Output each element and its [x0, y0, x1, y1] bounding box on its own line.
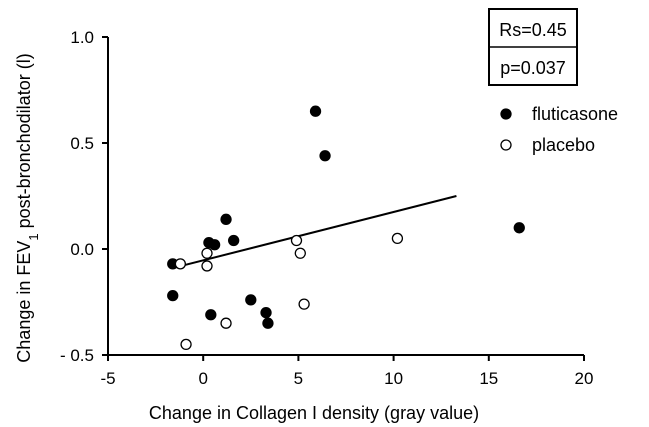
- x-tick-label: 15: [479, 369, 498, 388]
- point-fluticasone: [228, 234, 240, 247]
- x-tick-label: 10: [384, 369, 403, 388]
- x-tick-label: -5: [100, 369, 115, 388]
- point-fluticasone: [245, 294, 257, 306]
- legend-label-placebo: placebo: [532, 135, 595, 155]
- point-fluticasone: [205, 309, 217, 321]
- y-tick-label: - 0.5: [60, 346, 94, 365]
- point-placebo: [174, 258, 187, 270]
- legend-label-fluticasone: fluticasone: [532, 104, 618, 124]
- regression-line: [172, 195, 457, 270]
- point-placebo: [290, 234, 303, 247]
- point-fluticasone: [319, 150, 331, 162]
- point-placebo: [201, 247, 213, 259]
- point-fluticasone: [208, 239, 221, 251]
- y-tick-label: 0.5: [70, 134, 94, 153]
- y-tick-label: 0.0: [70, 240, 94, 259]
- point-placebo: [294, 247, 306, 259]
- data-points: [167, 105, 525, 351]
- point-placebo: [298, 298, 310, 310]
- point-fluticasone: [220, 213, 232, 225]
- stats-box: Rs=0.45 p=0.037: [488, 8, 578, 86]
- x-tick-label: 5: [294, 369, 303, 388]
- legend-marker-placebo: [500, 139, 512, 151]
- point-fluticasone: [309, 105, 322, 117]
- point-placebo: [391, 232, 404, 245]
- stats-rs: Rs=0.45: [499, 20, 567, 40]
- point-fluticasone: [260, 306, 272, 319]
- point-fluticasone: [513, 222, 525, 234]
- point-placebo: [180, 338, 192, 351]
- x-axis-ticks: -5 0 5 10 15 20: [100, 355, 593, 388]
- y-axis-label-subscript: 1: [26, 233, 41, 240]
- legend-marker-fluticasone: [500, 108, 512, 120]
- legend: fluticasone placebo: [500, 104, 618, 155]
- point-fluticasone: [262, 317, 274, 329]
- y-axis-ticks: - 0.5 0.0 0.5 1.0: [60, 28, 108, 365]
- y-axis-label-rest: post-bronchodilator (l): [14, 53, 34, 233]
- x-axis-label: Change in Collagen I density (gray value…: [149, 403, 479, 423]
- axes: [107, 37, 584, 356]
- x-tick-label: 20: [575, 369, 594, 388]
- point-placebo: [220, 317, 232, 329]
- y-axis-label: Change in FEV1 post-bronchodilator (l): [14, 53, 41, 362]
- point-placebo: [201, 260, 213, 272]
- stats-p: p=0.037: [500, 58, 566, 78]
- y-tick-label: 1.0: [70, 28, 94, 47]
- point-fluticasone: [167, 289, 179, 302]
- regression-line-group: [172, 195, 457, 270]
- x-tick-label: 0: [198, 369, 207, 388]
- y-axis-label-main: Change in FEV: [14, 241, 34, 363]
